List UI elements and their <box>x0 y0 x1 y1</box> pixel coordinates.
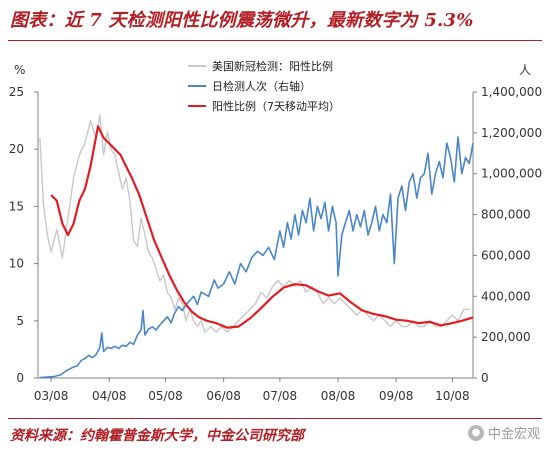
right-axis-tick-label: 1,400,000 <box>481 85 542 99</box>
positivity-daily-line <box>39 114 470 333</box>
left-axis-tick-label: 0 <box>16 371 24 385</box>
x-axis-tick-label: 04/08 <box>92 389 127 403</box>
right-axis-tick-label: 0 <box>481 371 489 385</box>
right-axis-unit: 人 <box>519 63 531 77</box>
chart-series <box>39 114 474 379</box>
left-axis-tick-label: 25 <box>9 85 24 99</box>
right-axis-tick-label: 800,000 <box>481 208 531 222</box>
right-axis-tick-label: 400,000 <box>481 289 531 303</box>
wechat-icon: ● <box>467 424 484 441</box>
wechat-watermark: ● 中金宏观 <box>467 423 540 442</box>
x-axis-tick-label: 07/08 <box>263 389 298 403</box>
watermark-label: 中金宏观 <box>487 427 540 442</box>
chart-title: 图表：近 7 天检测阳性比例震荡微升，最新数字为 5.3% <box>10 10 474 31</box>
chart-axes: 0 5 10 15 20 25% 0 200,000 400,000 600,000 800,000… <box>9 63 542 403</box>
positivity-7d-line <box>50 125 474 329</box>
positivity-tests-chart: 0 5 10 15 20 25% 0 200,000 400,000 600,000 800,000… <box>9 59 542 403</box>
x-axis-tick-label: 10/08 <box>435 389 470 403</box>
footer-divider <box>8 418 542 419</box>
left-axis-tick-label: 15 <box>9 199 24 213</box>
left-axis-tick-label: 5 <box>16 314 24 328</box>
source-note: 资料来源：约翰霍普金斯大学，中金公司研究部 <box>10 428 304 444</box>
left-axis-tick-label: 20 <box>9 142 24 156</box>
left-axis-unit: % <box>14 63 25 77</box>
title-divider <box>8 40 542 41</box>
daily-tests-line <box>39 136 474 379</box>
x-axis-tick-label: 03/08 <box>34 389 69 403</box>
left-axis-tick-label: 10 <box>9 257 24 271</box>
right-axis-tick-label: 1,200,000 <box>481 126 542 140</box>
x-axis-tick-label: 09/08 <box>379 389 414 403</box>
legend-daily-tests-label: 日检测人次（右轴） <box>212 79 311 93</box>
legend-positivity-7d-label: 阳性比例（7天移动平均） <box>212 99 340 113</box>
right-axis-tick-label: 200,000 <box>481 330 531 344</box>
x-axis-tick-label: 08/08 <box>321 389 356 403</box>
x-axis-tick-label: 06/08 <box>206 389 241 403</box>
x-axis-tick-label: 05/08 <box>148 389 183 403</box>
right-axis-tick-label: 1,000,000 <box>481 167 542 181</box>
legend-positivity-daily-label: 美国新冠检测：阳性比例 <box>212 59 333 73</box>
right-axis-tick-label: 600,000 <box>481 248 531 262</box>
